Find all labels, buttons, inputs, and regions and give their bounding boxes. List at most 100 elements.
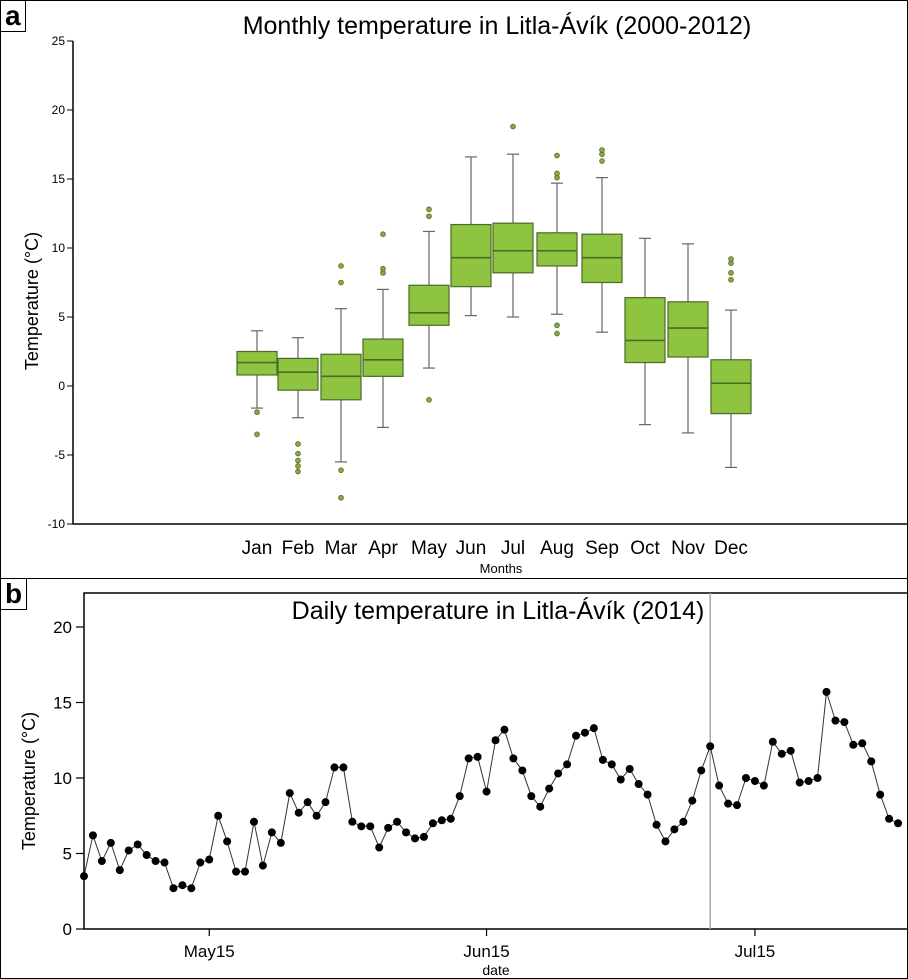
box-iqr bbox=[277, 357, 319, 391]
data-point bbox=[455, 792, 464, 801]
data-point bbox=[151, 857, 160, 866]
data-point bbox=[706, 742, 715, 751]
data-point bbox=[500, 725, 509, 734]
data-point bbox=[813, 774, 822, 782]
x-tick-label: May15 bbox=[184, 942, 235, 961]
outlier-point bbox=[254, 431, 260, 438]
data-point bbox=[482, 787, 491, 796]
y-tick-label: -5 bbox=[54, 448, 65, 462]
outlier-point bbox=[254, 409, 260, 416]
x-tick-label: Jan bbox=[242, 538, 273, 559]
outlier-point bbox=[426, 206, 432, 213]
data-point bbox=[115, 866, 124, 875]
outlier-point bbox=[426, 396, 432, 403]
data-point bbox=[285, 789, 294, 798]
data-point bbox=[670, 825, 679, 834]
data-point bbox=[178, 881, 187, 890]
data-point bbox=[679, 817, 688, 826]
data-point bbox=[867, 757, 876, 766]
data-point bbox=[241, 867, 250, 876]
x-tick-label: Oct bbox=[630, 538, 660, 559]
data-point bbox=[196, 858, 205, 867]
outlier-point bbox=[295, 441, 301, 447]
y-tick-label: 15 bbox=[53, 694, 72, 713]
data-point bbox=[384, 823, 393, 832]
data-point bbox=[831, 716, 840, 725]
outlier-point bbox=[554, 152, 560, 159]
outlier-point bbox=[295, 463, 301, 469]
data-point bbox=[661, 837, 670, 846]
data-point bbox=[589, 724, 598, 733]
data-point bbox=[491, 736, 500, 745]
y-tick-label: -10 bbox=[48, 517, 66, 531]
y-tick-label: 15 bbox=[52, 172, 66, 186]
outlier-point bbox=[554, 330, 560, 337]
box-iqr bbox=[667, 301, 709, 358]
outlier-point bbox=[338, 467, 344, 473]
data-point bbox=[437, 816, 446, 825]
outlier-point bbox=[599, 158, 605, 164]
data-point bbox=[232, 867, 241, 876]
data-point bbox=[473, 752, 482, 761]
data-point bbox=[276, 838, 285, 847]
outlier-point bbox=[295, 468, 301, 475]
data-point bbox=[267, 828, 276, 837]
box-iqr bbox=[450, 223, 492, 288]
data-point bbox=[652, 820, 661, 829]
data-point bbox=[804, 777, 813, 786]
data-point bbox=[580, 728, 589, 737]
box-iqr bbox=[362, 338, 404, 377]
y-tick-label: 25 bbox=[52, 34, 66, 48]
data-point bbox=[733, 801, 742, 810]
y-tick-label: 10 bbox=[53, 769, 72, 788]
data-point bbox=[616, 775, 625, 784]
outlier-point bbox=[380, 231, 386, 238]
data-point bbox=[724, 799, 733, 808]
outlier-point bbox=[338, 494, 344, 501]
data-point bbox=[249, 817, 258, 826]
y-tick-label: 5 bbox=[58, 310, 65, 324]
y-tick-label: 20 bbox=[52, 103, 66, 117]
data-point bbox=[88, 831, 97, 840]
outlier-point bbox=[554, 322, 560, 329]
data-point bbox=[563, 760, 572, 769]
data-point bbox=[759, 781, 768, 790]
data-point bbox=[607, 760, 616, 769]
outlier-point bbox=[380, 265, 386, 272]
data-point bbox=[214, 811, 223, 820]
panel-b: Daily temperature in Litla-Ávík (2014) d… bbox=[0, 578, 908, 979]
line-chart: Daily temperature in Litla-Ávík (2014) d… bbox=[19, 592, 907, 978]
x-axis-label: Months bbox=[480, 561, 523, 576]
line-plot-area: 0 5 10 15 20 May15 Jun15 Jul15 bbox=[53, 592, 907, 961]
data-point bbox=[124, 846, 133, 855]
chart-title: Monthly temperature in Litla-Ávík (2000-… bbox=[243, 11, 752, 40]
data-point bbox=[428, 819, 437, 828]
data-point bbox=[393, 817, 402, 826]
data-point bbox=[777, 749, 786, 758]
x-tick-label: Aug bbox=[540, 538, 574, 559]
y-axis-label: Temperature (°C) bbox=[19, 712, 39, 850]
data-point bbox=[294, 808, 303, 817]
data-point bbox=[858, 739, 867, 748]
x-axis-label: date bbox=[482, 962, 509, 978]
data-point bbox=[106, 838, 115, 847]
outlier-point bbox=[554, 170, 560, 177]
outlier-point bbox=[728, 270, 734, 276]
data-point bbox=[142, 851, 151, 860]
data-point bbox=[634, 780, 643, 789]
data-point bbox=[366, 822, 375, 831]
y-tick-label: 20 bbox=[53, 618, 72, 637]
box-iqr bbox=[624, 297, 666, 364]
x-tick-label: Apr bbox=[368, 538, 398, 559]
data-point bbox=[536, 802, 545, 811]
data-point bbox=[822, 687, 831, 696]
data-point bbox=[410, 834, 419, 843]
data-point bbox=[876, 790, 885, 799]
data-point bbox=[768, 737, 777, 746]
data-point bbox=[464, 754, 473, 763]
x-tick-label: Nov bbox=[671, 538, 705, 559]
data-point bbox=[598, 755, 607, 764]
data-point bbox=[187, 884, 196, 893]
data-point bbox=[133, 840, 142, 849]
data-point bbox=[348, 817, 357, 826]
